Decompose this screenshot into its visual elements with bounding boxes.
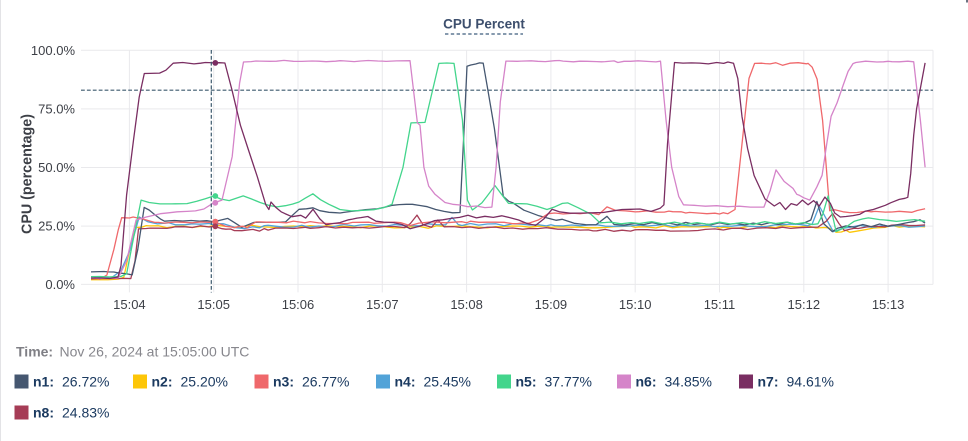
svg-text:15:05: 15:05 [197, 297, 230, 312]
svg-text:25.45%: 25.45% [424, 374, 471, 390]
svg-text:25.0%: 25.0% [38, 219, 75, 234]
svg-text:26.72%: 26.72% [62, 374, 109, 390]
svg-text:0.0%: 0.0% [45, 277, 75, 292]
svg-text:50.0%: 50.0% [38, 160, 75, 175]
svg-text:CPU Percent: CPU Percent [443, 17, 525, 32]
svg-text:15:13: 15:13 [872, 297, 905, 312]
svg-text:24.83%: 24.83% [62, 405, 109, 421]
svg-text:26.77%: 26.77% [302, 374, 349, 390]
svg-text:15:11: 15:11 [704, 297, 736, 312]
svg-text:n3:: n3: [273, 374, 294, 390]
svg-text:15:12: 15:12 [788, 297, 821, 312]
svg-text:37.77%: 37.77% [545, 374, 592, 390]
svg-text:100.0%: 100.0% [31, 43, 76, 58]
svg-text:94.61%: 94.61% [787, 374, 834, 390]
svg-text:n1:: n1: [33, 374, 54, 390]
svg-text:25.20%: 25.20% [181, 374, 228, 390]
svg-text:Nov 26, 2024 at 15:05:00 UTC: Nov 26, 2024 at 15:05:00 UTC [60, 344, 250, 360]
svg-text:n2:: n2: [152, 374, 173, 390]
svg-text:15:09: 15:09 [535, 297, 568, 312]
svg-text:15:06: 15:06 [282, 297, 315, 312]
svg-text:Time:: Time: [16, 344, 53, 360]
svg-text:15:08: 15:08 [450, 297, 483, 312]
svg-text:n7:: n7: [758, 374, 779, 390]
svg-text:n8:: n8: [33, 405, 54, 421]
svg-text:15:07: 15:07 [366, 297, 399, 312]
svg-text:15:04: 15:04 [113, 297, 146, 312]
svg-text:n4:: n4: [395, 374, 416, 390]
svg-text:n5:: n5: [516, 374, 537, 390]
svg-text:n6:: n6: [636, 374, 657, 390]
svg-text:15:10: 15:10 [619, 297, 652, 312]
svg-text:75.0%: 75.0% [38, 102, 75, 117]
svg-text:34.85%: 34.85% [665, 374, 712, 390]
svg-text:CPU (percentage): CPU (percentage) [20, 114, 36, 234]
